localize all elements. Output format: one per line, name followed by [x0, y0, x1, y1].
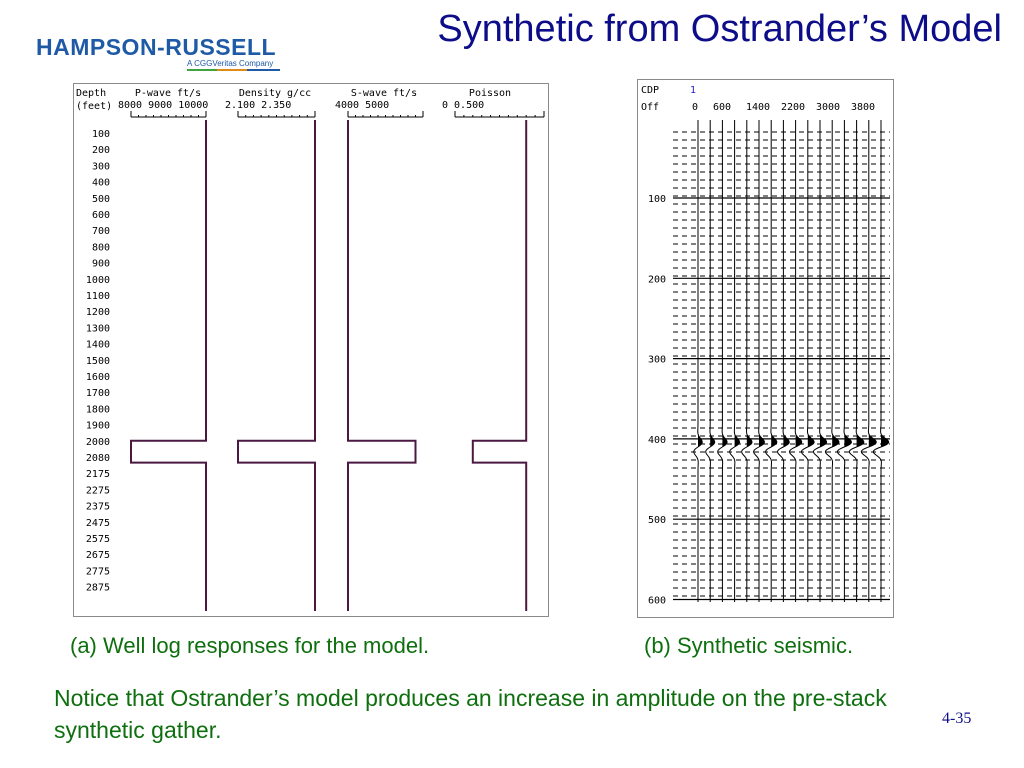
seismic-trace — [824, 120, 840, 602]
depth-tick-label: 600 — [92, 210, 110, 221]
track-title: S-wave ft/s — [351, 88, 417, 99]
logo-stripe-blue — [247, 69, 280, 71]
seismic-trace — [836, 120, 852, 602]
seismic-trace — [777, 120, 790, 602]
seismic-trace — [741, 120, 753, 602]
seismic-trace — [705, 120, 716, 602]
seismic-trace — [693, 120, 703, 602]
depth-tick-label: 2375 — [86, 502, 110, 513]
depth-tick-label: 1400 — [86, 340, 110, 351]
depth-tick-label: 2775 — [86, 566, 110, 577]
time-tick-label: 500 — [648, 515, 666, 526]
offset-tick-label: 0 — [692, 102, 698, 113]
log-curve — [471, 120, 528, 611]
depth-tick-label: 2575 — [86, 534, 110, 545]
offset-tick-label: 3800 — [851, 102, 875, 113]
seismic-trace — [788, 120, 803, 602]
logo-stripe-orange — [217, 69, 247, 71]
depth-tick-label: 100 — [92, 129, 110, 140]
cdp-value: 1 — [690, 85, 696, 96]
depth-tick-label: 500 — [92, 194, 110, 205]
log-curve — [347, 120, 417, 611]
depth-tick-label: 1200 — [86, 307, 110, 318]
track-title: Density g/cc — [239, 88, 311, 99]
depth-header-label: Depth — [76, 88, 106, 99]
log-curve — [237, 120, 316, 611]
depth-tick-label: 1800 — [86, 404, 110, 415]
offset-tick-label: 600 — [713, 102, 731, 113]
depth-tick-label: 1000 — [86, 275, 110, 286]
well-log-panel: Depth (feet) 100 200 300 400 500 600 700 800 900 10… — [73, 83, 549, 617]
well-log-plot: Depth (feet) 100 200 300 400 500 600 700 800 900 10… — [76, 88, 545, 611]
depth-tick-label: 2080 — [86, 453, 110, 464]
depth-tick-label: 1900 — [86, 421, 110, 432]
depth-tick-label: 2875 — [86, 583, 110, 594]
logo-stripe-green — [187, 69, 217, 71]
depth-tick-label: 2475 — [86, 518, 110, 529]
depth-tick-label: 2675 — [86, 550, 110, 561]
depth-tick-label: 2275 — [86, 485, 110, 496]
track-scale-labels: 4000 5000 — [335, 100, 389, 111]
offset-label: Off — [641, 102, 659, 113]
time-tick-label: 600 — [648, 596, 666, 607]
caption-synthetic-seismic: (b) Synthetic seismic. — [644, 633, 854, 658]
offset-tick-label: 3000 — [816, 102, 840, 113]
depth-tick-label: 900 — [92, 259, 110, 270]
slide-note: Notice that Ostrander’s model produces a… — [54, 685, 887, 743]
time-tick-label: 200 — [648, 274, 666, 285]
offset-tick-label: 2200 — [781, 102, 805, 113]
seismic-trace — [860, 120, 877, 602]
seismic-trace — [765, 120, 778, 602]
seismic-trace — [812, 120, 828, 602]
slide-title: Synthetic from Ostrander’s Model — [437, 8, 1002, 50]
company-logo: HAMPSON-RUSSELL A CGGVeritas Company — [36, 34, 286, 74]
log-curve — [130, 120, 207, 611]
seismic-trace — [872, 120, 890, 602]
track-scale-labels: 8000 9000 10000 — [118, 100, 208, 111]
seismic-trace — [753, 120, 765, 602]
synthetic-seismic-panel: CDP 1 Off 0 600 1400 2200 3000 3800 100 200 300 400 5… — [637, 79, 894, 618]
track-title: P-wave ft/s — [135, 88, 201, 99]
depth-tick-label: 2000 — [86, 437, 110, 448]
time-tick-label: 400 — [648, 435, 666, 446]
depth-tick-label: 700 — [92, 226, 110, 237]
depth-tick-label: 300 — [92, 161, 110, 172]
time-tick-label: 300 — [648, 355, 666, 366]
logo-subtitle: A CGGVeritas Company — [187, 59, 274, 68]
depth-tick-label: 400 — [92, 178, 110, 189]
depth-tick-label: 200 — [92, 145, 110, 156]
page-number: 4-35 — [942, 710, 972, 727]
depth-tick-label: 1600 — [86, 372, 110, 383]
seismic-trace — [848, 120, 865, 602]
depth-tick-label: 1500 — [86, 356, 110, 367]
depth-unit-label: (feet) — [76, 101, 112, 112]
track-scale-labels: 0 0.500 — [442, 100, 484, 111]
logo-text: HAMPSON-RUSSELL — [36, 34, 277, 60]
depth-tick-label: 1300 — [86, 323, 110, 334]
depth-tick-label: 1700 — [86, 388, 110, 399]
offset-tick-label: 1400 — [746, 102, 770, 113]
time-tick-label: 100 — [648, 194, 666, 205]
caption-well-log: (a) Well log responses for the model. — [70, 633, 430, 658]
depth-tick-label: 1100 — [86, 291, 110, 302]
seismic-trace — [729, 120, 741, 602]
synthetic-seismic-plot: CDP 1 Off 0 600 1400 2200 3000 3800 100 200 300 400 5… — [641, 85, 890, 607]
track-scale-labels: 2.100 2.350 — [225, 100, 291, 111]
seismic-trace — [717, 120, 728, 602]
cdp-label: CDP — [641, 85, 659, 96]
seismic-trace — [800, 120, 815, 602]
depth-tick-label: 800 — [92, 242, 110, 253]
depth-tick-label: 2175 — [86, 469, 110, 480]
track-title: Poisson — [469, 88, 511, 99]
